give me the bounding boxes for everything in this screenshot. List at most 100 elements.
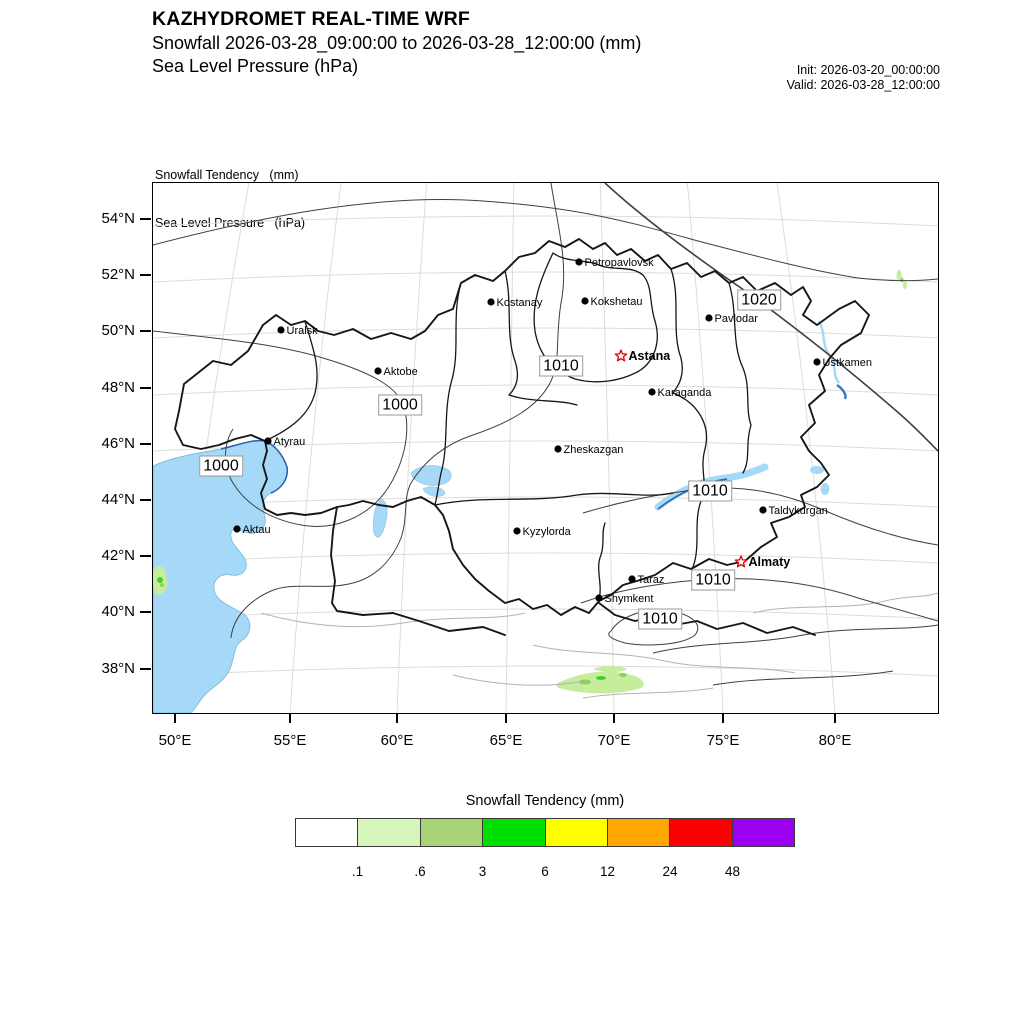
legend-line-pressure: Sea Level Pressure (hPa): [155, 216, 306, 230]
contour-1015-north: [153, 199, 938, 282]
caspian-coast-accent: [220, 439, 289, 494]
lake-sasykkol: [810, 466, 824, 474]
contour-1010-main: [230, 183, 565, 639]
contour-southeast-2: [712, 670, 894, 686]
latitude-tick-label: 50°N: [101, 322, 135, 339]
colorbar-cell: [544, 818, 608, 847]
capital-label: Astana: [629, 349, 672, 363]
city-dot: [705, 314, 713, 322]
capital-star-icon: [734, 555, 748, 568]
latitude-tick-mark: [140, 387, 151, 389]
colorbar-tick-label: 6: [541, 864, 549, 879]
snow-patch-east-edge-2: [903, 281, 907, 289]
colorbar-cell: [482, 818, 546, 847]
graticule-meridian: [776, 183, 836, 713]
latitude-tick-mark: [140, 555, 151, 557]
pressure-subtitle: Sea Level Pressure (hPa): [152, 56, 359, 76]
latitude-tick-label: 54°N: [101, 210, 135, 227]
colorbar-cell: [669, 818, 733, 847]
oblast-border: [692, 500, 702, 568]
longitude-tick-mark: [505, 714, 507, 723]
colorbar-tick-label: 48: [724, 864, 741, 879]
oblast-border: [504, 270, 578, 406]
snowfall-period-subtitle: Snowfall 2026-03-28_09:00:00 to 2026-03-…: [152, 33, 642, 53]
pressure-value-label: 1010: [688, 480, 732, 502]
pressure-contours: [153, 183, 938, 686]
longitude-tick-mark: [289, 714, 291, 723]
city-dot: [554, 445, 562, 453]
city-label: Karaganda: [658, 387, 713, 399]
city-label: Taldykurgan: [769, 505, 828, 517]
capital-star-icon: [614, 349, 628, 362]
city-dot: [759, 506, 767, 514]
oblast-border: [728, 282, 752, 474]
gray-line: [752, 592, 938, 614]
city-dot: [277, 326, 285, 334]
colorbar-tick-label: .6: [414, 864, 426, 879]
graticule-parallel: [153, 215, 938, 227]
gray-line: [582, 687, 714, 699]
city-label: Uralsk: [287, 325, 319, 337]
latitude-tick-label: 44°N: [101, 491, 135, 508]
longitude-tick-mark: [613, 714, 615, 723]
city-dot: [648, 388, 656, 396]
colorbar-cell: [419, 818, 484, 847]
latitude-tick-mark: [140, 443, 151, 445]
city-label: Ustkamen: [823, 357, 873, 369]
snowfall-patches: [153, 270, 907, 694]
snow-core-south-1: [579, 679, 591, 685]
snow-patch-east-edge-1: [896, 270, 902, 280]
colorbar-cell: [295, 818, 359, 847]
graticule-parallel: [153, 327, 938, 339]
city-dot: [575, 258, 583, 266]
lake-balkhash: [654, 463, 769, 511]
latitude-tick-label: 52°N: [101, 266, 135, 283]
longitude-tick-mark: [396, 714, 398, 723]
colorbar-tick-label: .1: [351, 864, 364, 879]
kyrgyz-border: [598, 602, 816, 636]
longitude-tick-label: 80°E: [818, 732, 852, 749]
city-dot: [233, 525, 241, 533]
city-dot: [581, 297, 589, 305]
mangystau-uzbek-border: [330, 506, 506, 636]
city-label: Kokshetau: [591, 296, 643, 308]
city-label: Aktobe: [384, 366, 418, 378]
init-timestamp: Init: 2026-03-20_00:00:00: [796, 63, 940, 77]
city-label: Zheskazgan: [564, 444, 624, 456]
gray-line: [260, 612, 526, 628]
capital-label: Almaty: [749, 555, 791, 569]
graticule-parallel: [153, 608, 938, 620]
city-dot: [595, 594, 603, 602]
colorbar-tick-label: 12: [599, 864, 616, 879]
latitude-tick-label: 46°N: [101, 435, 135, 452]
colorbar-cell: [357, 818, 421, 847]
latitude-tick-label: 40°N: [101, 603, 135, 620]
longitude-tick-label: 60°E: [380, 732, 414, 749]
pressure-value-label: 1000: [378, 394, 422, 416]
colorbar-tick-label: 24: [662, 864, 678, 879]
latitude-tick-mark: [140, 274, 151, 276]
city-label: Pavlodar: [715, 313, 759, 325]
graticule-grid: [153, 183, 938, 713]
latitude-tick-label: 38°N: [101, 660, 135, 677]
colorbar-tick-label: 3: [478, 864, 487, 879]
latitude-tick-label: 42°N: [101, 547, 135, 564]
aral-sea-south: [422, 486, 446, 497]
city-label: Kyzylorda: [523, 526, 572, 538]
snow-patch-south-mountains: [556, 671, 644, 694]
colorbar-cell: [606, 818, 671, 847]
longitude-tick-label: 55°E: [273, 732, 307, 749]
oblast-border: [670, 268, 683, 394]
contour-1020: [604, 183, 938, 452]
oblast-border-akmola: [533, 252, 658, 383]
lake-zaysan: [836, 383, 847, 400]
city-dot: [513, 527, 521, 535]
contour-1000: [153, 330, 408, 527]
city-label: Atyrau: [274, 436, 306, 448]
oblast-border: [434, 282, 462, 506]
colorbar-tick-labels: .1 .6 3 6 12 24 48: [295, 864, 795, 882]
gray-line: [452, 674, 586, 686]
pressure-value-label: 1010: [539, 355, 583, 377]
pressure-value-label: 1010: [691, 569, 735, 591]
latitude-tick-mark: [140, 499, 151, 501]
